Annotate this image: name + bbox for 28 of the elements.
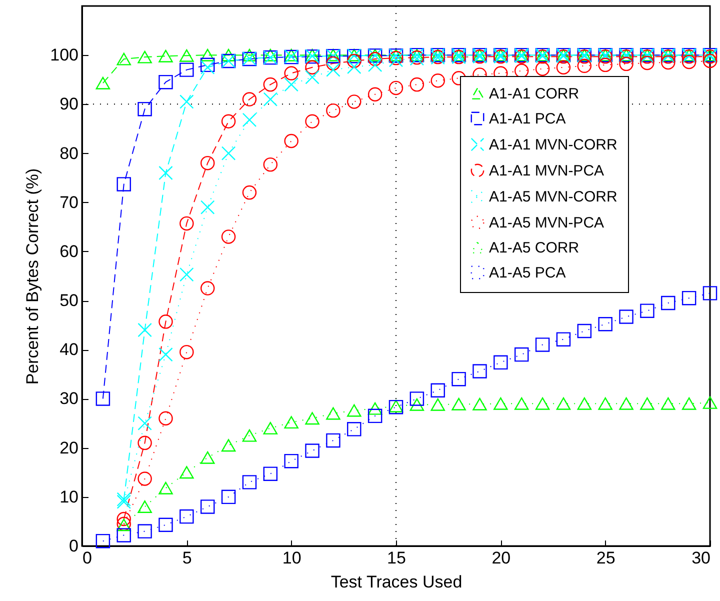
- x-axis-title: Test Traces Used: [330, 572, 462, 592]
- y-tick-label: 60: [60, 242, 78, 261]
- y-tick-label: 30: [60, 389, 78, 408]
- y-tick-label: 10: [60, 487, 78, 506]
- legend-label: A1-A1 CORR: [489, 86, 580, 102]
- y-tick-label: 90: [60, 94, 78, 114]
- legend-label: A1-A5 PCA: [489, 264, 566, 282]
- legend-label: A1-A5 CORR: [489, 240, 580, 256]
- x-tick-label: 30: [692, 548, 710, 568]
- y-tick-label: 0: [69, 536, 78, 556]
- x-tick-label: 10: [282, 548, 302, 568]
- x-tick-label: 25: [596, 548, 616, 568]
- legend-label: A1-A5 MVN-CORR: [489, 188, 618, 206]
- legend-label: A1-A1 MVN-PCA: [489, 162, 604, 180]
- x-tick-label: 0: [82, 548, 92, 568]
- legend-label: A1-A5 MVN-PCA: [489, 214, 604, 232]
- y-tick-label: 40: [60, 340, 78, 360]
- y-tick-label: 20: [60, 438, 78, 458]
- y-tick-label: 70: [60, 192, 78, 212]
- x-tick-label: 20: [492, 548, 511, 568]
- x-tick-label: 15: [387, 548, 406, 568]
- x-tick-label: 5: [182, 548, 192, 568]
- y-tick-label: 100: [50, 46, 78, 65]
- legend-label: A1-A1 PCA: [489, 110, 566, 128]
- y-axis-title: Percent of Bytes Correct (%): [23, 168, 42, 385]
- y-tick-label: 80: [60, 144, 78, 163]
- legend-label: A1-A1 MVN-CORR: [489, 136, 618, 154]
- y-tick-label: 50: [60, 291, 78, 310]
